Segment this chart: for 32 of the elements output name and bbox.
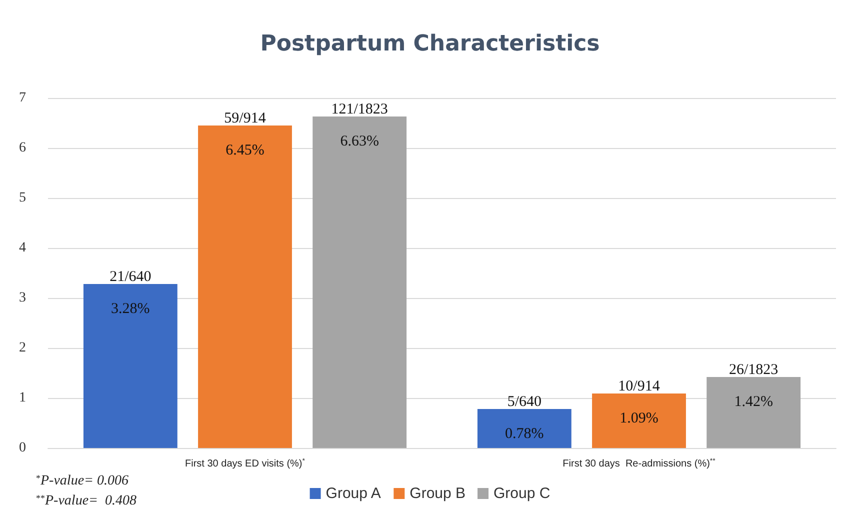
y-tick-label: 5 — [19, 190, 26, 206]
y-tick-label: 1 — [19, 390, 26, 406]
annotation: 5/640 — [507, 394, 542, 410]
legend-label: Group C — [494, 485, 550, 502]
bar — [83, 284, 178, 448]
data-label: 3.28% — [111, 301, 150, 317]
annotation: 121/1823 — [331, 102, 388, 118]
bar — [592, 394, 686, 448]
y-tick-label: 2 — [19, 340, 26, 356]
annotation: 59/914 — [224, 110, 266, 126]
bar — [198, 126, 292, 448]
bar — [477, 409, 572, 448]
data-label: 0.78% — [505, 426, 544, 442]
legend-label: Group B — [410, 485, 466, 502]
y-tick-label: 4 — [19, 240, 26, 256]
data-label: 6.45% — [226, 142, 264, 158]
chart-title: Postpartum Characteristics — [260, 32, 600, 56]
text: **P-value= 0.408 — [36, 493, 136, 508]
data-label: 6.63% — [340, 134, 379, 150]
y-tick-label: 7 — [19, 90, 26, 106]
data-label: 1.42% — [734, 394, 773, 410]
annotation: 10/914 — [618, 378, 660, 394]
y-tick-label: 6 — [19, 140, 26, 156]
text: *P-value= 0.006 — [36, 473, 128, 488]
annotation: 26/1823 — [728, 362, 778, 378]
data-label: 1.09% — [620, 410, 658, 426]
y-tick-label: 3 — [19, 290, 26, 306]
legend-label: Group A — [326, 485, 381, 502]
bar — [312, 116, 407, 448]
y-tick-label: 0 — [19, 440, 26, 456]
bar — [706, 377, 801, 448]
annotation: 21/640 — [110, 269, 152, 285]
